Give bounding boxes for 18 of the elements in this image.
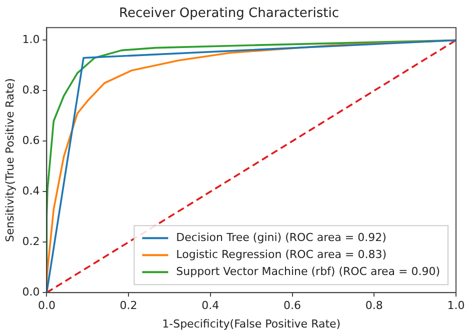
legend-label: Support Vector Machine (rbf) (ROC area = 0.90) — [176, 264, 440, 278]
x-tick-label: 0.8 — [365, 299, 383, 312]
x-tick-label: 0.4 — [202, 299, 220, 312]
x-tick-label: 1.0 — [447, 299, 465, 312]
y-tick-label: 0.2 — [22, 234, 40, 248]
y-tick-label: 0.0 — [22, 285, 40, 298]
x-axis-title: 1-Specificity(False Positive Rate) — [162, 317, 341, 330]
chart-title: Receiver Operating Characteristic — [119, 6, 339, 22]
legend-label: Logistic Regression (ROC area = 0.83) — [176, 248, 386, 261]
x-tick-label: 0.2 — [120, 299, 138, 312]
y-tick-label: 0.8 — [22, 84, 40, 97]
y-tick-label: 0.6 — [22, 134, 40, 148]
y-tick-label: 1.0 — [22, 33, 40, 46]
x-tick-label: 0.6 — [284, 299, 302, 312]
y-tick-label: 0.4 — [22, 184, 40, 198]
x-tick-label: 0.0 — [38, 299, 56, 312]
legend-label: Decision Tree (gini) (ROC area = 0.92) — [176, 230, 386, 244]
y-axis-title: Sensitivity(True Positive Rate) — [3, 78, 16, 242]
